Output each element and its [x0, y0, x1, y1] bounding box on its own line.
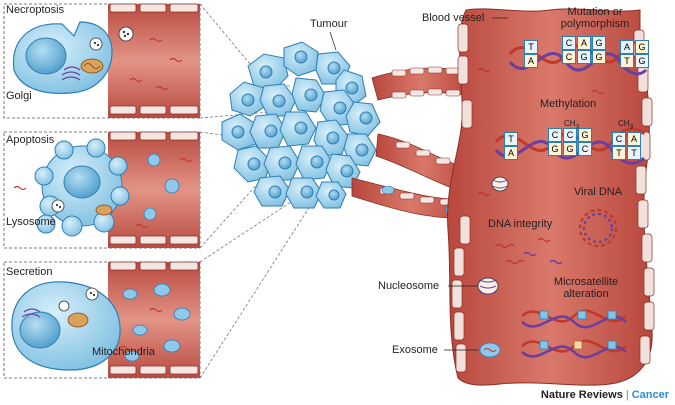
blood-vessel: [447, 8, 655, 386]
base-box: C: [578, 142, 592, 156]
base-box: T: [504, 132, 518, 146]
dna-fragments: [477, 67, 605, 265]
base-box: C: [548, 128, 562, 142]
base-box: C: [612, 132, 626, 146]
base-box: C: [562, 36, 576, 50]
label-lysosome: Lysosome: [6, 216, 56, 228]
base-box: A: [577, 36, 591, 50]
base-box: A: [524, 54, 538, 68]
base-box: T: [620, 54, 634, 68]
capillaries: [351, 66, 471, 219]
journal-name: Nature Reviews: [540, 389, 623, 401]
microsatellite-dna: [521, 309, 627, 359]
label-blood-vessel: Blood vessel: [422, 12, 485, 24]
base-box: A: [627, 132, 641, 146]
base-box: T: [627, 146, 641, 160]
label-mitochondria: Mitochondria: [92, 346, 155, 358]
base-box: C: [563, 128, 577, 142]
credit-separator: |: [625, 389, 629, 401]
base-box: G: [577, 50, 591, 64]
nucleosome-icon: [477, 176, 509, 295]
label-mutation: Mutation or polymorphism: [560, 6, 630, 30]
base-box: G: [592, 36, 606, 50]
base-box: A: [620, 40, 634, 54]
base-box: A: [504, 146, 518, 160]
necroptosis-panel: [3, 3, 201, 119]
label-viral-dna: Viral DNA: [574, 186, 623, 198]
base-box: T: [612, 146, 626, 160]
label-necroptosis: Necroptosis: [6, 4, 65, 16]
base-box: G: [548, 142, 562, 156]
apoptosis-panel: [3, 131, 201, 249]
label-apoptosis: Apoptosis: [6, 134, 55, 146]
secretion-panel: [3, 261, 201, 379]
ch3-label-1: CH3: [564, 119, 580, 131]
base-box: C: [562, 50, 576, 64]
label-methylation: Methylation: [540, 98, 597, 110]
label-exosome: Exosome: [392, 344, 438, 356]
label-secretion: Secretion: [6, 266, 53, 278]
label-microsatellite: Microsatellite alteration: [553, 276, 619, 300]
label-golgi: Golgi: [6, 90, 32, 102]
label-tumour: Tumour: [310, 18, 348, 30]
viral-dna-icon: [578, 208, 618, 248]
ch3-label-2: CH3: [618, 119, 634, 131]
base-box: G: [578, 128, 592, 142]
base-box: G: [635, 54, 649, 68]
leader-lines: [329, 17, 508, 351]
exosome-icon: [479, 342, 501, 358]
mutation-base-pairs: T A C C A G G G A T G G: [524, 36, 654, 76]
base-box: G: [563, 142, 577, 156]
label-nucleosome: Nucleosome: [378, 280, 440, 292]
base-box: G: [592, 50, 606, 64]
journal-section: Cancer: [631, 389, 669, 401]
base-box: G: [635, 40, 649, 54]
label-dna-integrity: DNA integrity: [488, 218, 553, 230]
journal-credit: Nature Reviews | Cancer: [541, 389, 669, 401]
methylation-base-pairs: T A C G C G G C C T A T: [504, 128, 654, 168]
tumour-cluster: [221, 41, 381, 209]
base-box: T: [524, 40, 538, 54]
